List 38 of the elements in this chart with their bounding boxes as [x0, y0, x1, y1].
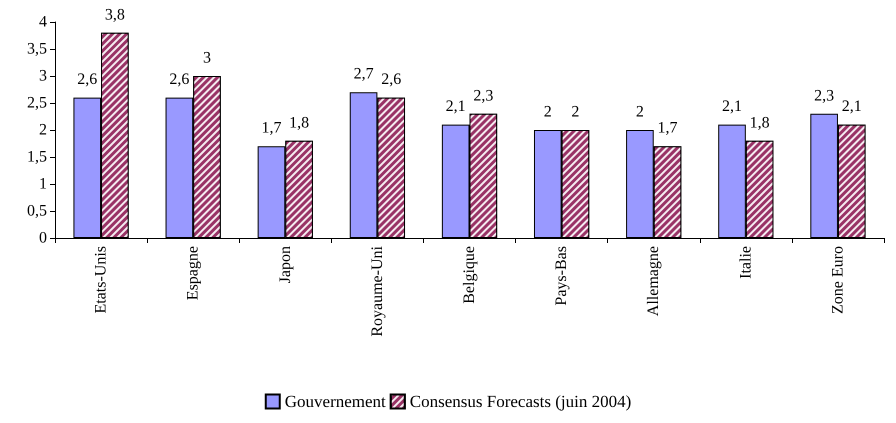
y-tick-label: 1 — [39, 176, 47, 192]
y-tick-label: 0 — [39, 230, 47, 246]
data-label: 2,1 — [842, 98, 862, 116]
data-label: 1,7 — [658, 120, 678, 137]
data-label: 2 — [544, 104, 552, 120]
x-tick-label: Pays-Bas — [553, 246, 570, 306]
data-label: 2,7 — [354, 66, 374, 83]
data-label: 1,7 — [261, 120, 282, 137]
data-label: 2,1 — [446, 98, 466, 116]
x-tick-label: Japon — [276, 246, 294, 284]
data-label: 1,8 — [750, 114, 770, 132]
x-tick-label: Espagne — [184, 246, 202, 300]
x-tick-label: Royaume-Uni — [368, 245, 386, 337]
x-tick-label: Zone Euro — [829, 246, 846, 314]
x-tick-label: Belgique — [461, 246, 478, 304]
data-label: 3,8 — [104, 6, 125, 24]
data-label: 2,6 — [169, 71, 190, 88]
legend-label: Consensus Forecasts (juin 2004) — [410, 392, 632, 411]
x-tick-label: Etats-Unis — [92, 246, 110, 314]
data-label: 2,3 — [814, 87, 834, 104]
legend-label: Gouvernement — [284, 392, 386, 411]
y-tick-label: 1,5 — [27, 148, 47, 166]
x-tick-label: Italie — [737, 246, 754, 279]
y-tick-label: 2 — [39, 122, 47, 138]
data-label: 2 — [636, 104, 644, 120]
data-label: 2,1 — [722, 98, 742, 116]
data-label: 3 — [202, 50, 211, 66]
x-tick-label: Allemagne — [645, 246, 662, 316]
data-label: 2,6 — [381, 71, 402, 88]
y-tick-label: 4 — [39, 14, 47, 30]
y-tick-label: 3 — [39, 68, 47, 84]
y-tick-label: 3,5 — [27, 40, 47, 58]
data-label: 2 — [571, 104, 580, 120]
data-label: 1,8 — [289, 114, 310, 132]
data-label: 2,3 — [473, 87, 494, 104]
y-tick-label: 0,5 — [27, 202, 47, 220]
data-label: 2,6 — [77, 71, 98, 88]
y-tick-label: 2,5 — [27, 94, 47, 112]
